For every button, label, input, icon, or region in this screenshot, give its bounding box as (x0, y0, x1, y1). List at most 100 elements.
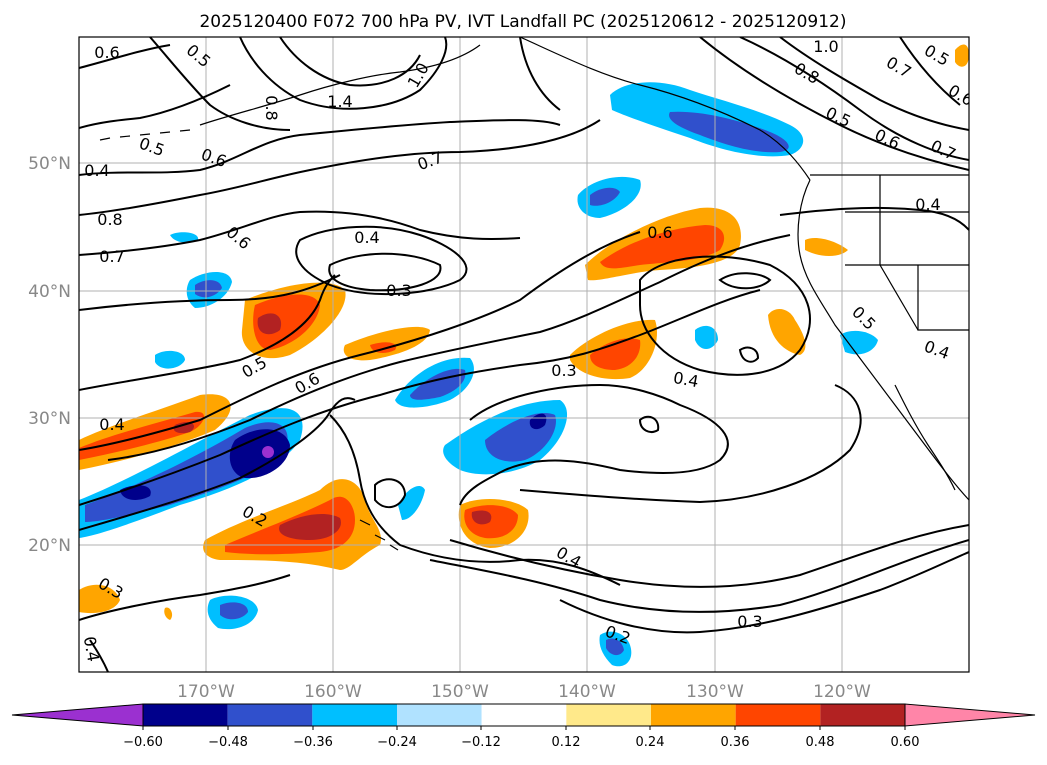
colorbar-segment (820, 704, 905, 726)
pv-contour (79, 274, 341, 311)
latitude-labels: 50°N 40°N 30°N 20°N (28, 154, 71, 556)
north-america-west-coast (797, 179, 969, 501)
lat-label: 40°N (28, 282, 71, 302)
negative-anomaly-region (695, 325, 718, 349)
pv-contour (239, 37, 448, 110)
contour-label: 1.4 (327, 92, 352, 111)
pv-contour (328, 252, 442, 292)
negative-anomaly-region (229, 429, 290, 479)
colorbar-outline (142, 703, 906, 727)
map-area: 0.6 0.5 1.4 1.0 0.8 1.0 0.8 0.7 0.5 0.6 … (79, 37, 969, 672)
contour-label: 0.7 (99, 247, 124, 266)
contour-label: 0.4 (99, 415, 124, 434)
coastlines (99, 37, 969, 551)
colorbar-extend-low (11, 703, 144, 727)
longitude-labels: 170°W 160°W 150°W 140°W 130°W 120°W (177, 682, 871, 702)
negative-anomaly-region (398, 485, 425, 520)
negative-anomaly-region (220, 602, 248, 620)
pv-contour (429, 539, 969, 613)
negative-anomaly-region (155, 350, 185, 369)
colorbar-tick-label: −0.12 (461, 735, 501, 750)
pv-contour (89, 639, 109, 672)
pv-contour (79, 44, 171, 69)
shaded-fields (79, 44, 969, 667)
colorbar-segment (651, 704, 736, 726)
negative-anomaly-peak (262, 446, 274, 458)
colorbar-tick-label: −0.60 (123, 735, 163, 750)
contour-label: 0.6 (647, 223, 672, 242)
pv-contour (295, 225, 468, 296)
pv-contour (899, 37, 961, 106)
colorbar-extend-high (904, 703, 1036, 727)
positive-anomaly-region (279, 514, 341, 540)
colorbar-segment (227, 704, 313, 726)
pv-contour (519, 37, 561, 111)
pv-contour (779, 37, 969, 131)
pv-contour (374, 478, 407, 509)
pv-contours (79, 37, 969, 672)
pv-contour (79, 119, 561, 176)
pv-contour (718, 272, 772, 290)
contour-label: 0.8 (262, 95, 281, 120)
contour-label: 0.3 (551, 361, 576, 380)
figure-title: 2025120400 F072 700 hPa PV, IVT Landfall… (199, 12, 846, 32)
positive-anomaly-region (164, 607, 173, 620)
positive-anomaly-region (805, 238, 848, 256)
positive-anomaly-region (253, 294, 320, 350)
pv-contour (779, 206, 969, 231)
colorbar: −0.60 −0.48 −0.36 −0.24 −0.12 0.12 0.24 0.36 0.4… (11, 703, 1036, 750)
pv-contour (79, 274, 336, 391)
pv-contour (79, 574, 291, 621)
colorbar-tick-label: 0.36 (721, 735, 750, 750)
colorbar-tick-label: 0.24 (636, 735, 665, 750)
colorbar-tick-label: 0.12 (552, 735, 581, 750)
lon-label: 130°W (686, 682, 744, 702)
negative-anomaly-region (669, 111, 789, 153)
negative-anomaly-region (840, 330, 878, 355)
colorbar-segment (735, 704, 821, 726)
pv-contour (519, 384, 862, 504)
colorbar-tick-label: −0.36 (293, 735, 333, 750)
negative-anomaly-region (590, 187, 620, 206)
lon-label: 160°W (304, 682, 362, 702)
contour-label: 1.0 (813, 37, 838, 56)
positive-anomaly-region (768, 308, 806, 355)
pv-contour (738, 346, 760, 363)
pv-contour (79, 119, 601, 216)
aleutian-islands (99, 129, 191, 141)
positive-anomaly-region (79, 584, 120, 614)
negative-anomaly-region (195, 280, 222, 298)
state-border (879, 264, 919, 331)
negative-anomaly-region (170, 232, 199, 243)
baja-peninsula (894, 384, 956, 491)
gridlines (79, 37, 969, 672)
colorbar-tick-label: 0.60 (891, 735, 920, 750)
contour-label: 0.4 (354, 228, 379, 247)
lon-label: 120°W (813, 682, 871, 702)
pv-contour (79, 84, 231, 129)
positive-anomaly-region (955, 44, 969, 67)
pv-contour (638, 415, 660, 433)
lon-label: 140°W (558, 682, 616, 702)
contour-label: 0.6 (94, 43, 119, 62)
pv-contour (79, 231, 641, 451)
lat-label: 50°N (28, 154, 71, 174)
pv-contour (449, 524, 969, 588)
contour-label: 0.8 (97, 210, 122, 229)
positive-anomaly-region (590, 338, 641, 370)
contour-label: 0.3 (386, 281, 411, 300)
pv-contour (149, 37, 291, 131)
lon-label: 150°W (431, 682, 489, 702)
positive-anomaly-region (173, 422, 195, 434)
hawaii-islands (359, 519, 399, 551)
pv-contour (107, 234, 791, 461)
colorbar-segment (143, 704, 228, 726)
colorbar-segment (481, 704, 567, 726)
lon-label: 170°W (177, 682, 235, 702)
colorbar-tick-label: −0.48 (208, 735, 248, 750)
contour-label: 0.4 (672, 368, 700, 391)
map-frame (78, 36, 970, 673)
lat-label: 20°N (28, 536, 71, 556)
colorbar-tick-label: −0.24 (377, 735, 417, 750)
